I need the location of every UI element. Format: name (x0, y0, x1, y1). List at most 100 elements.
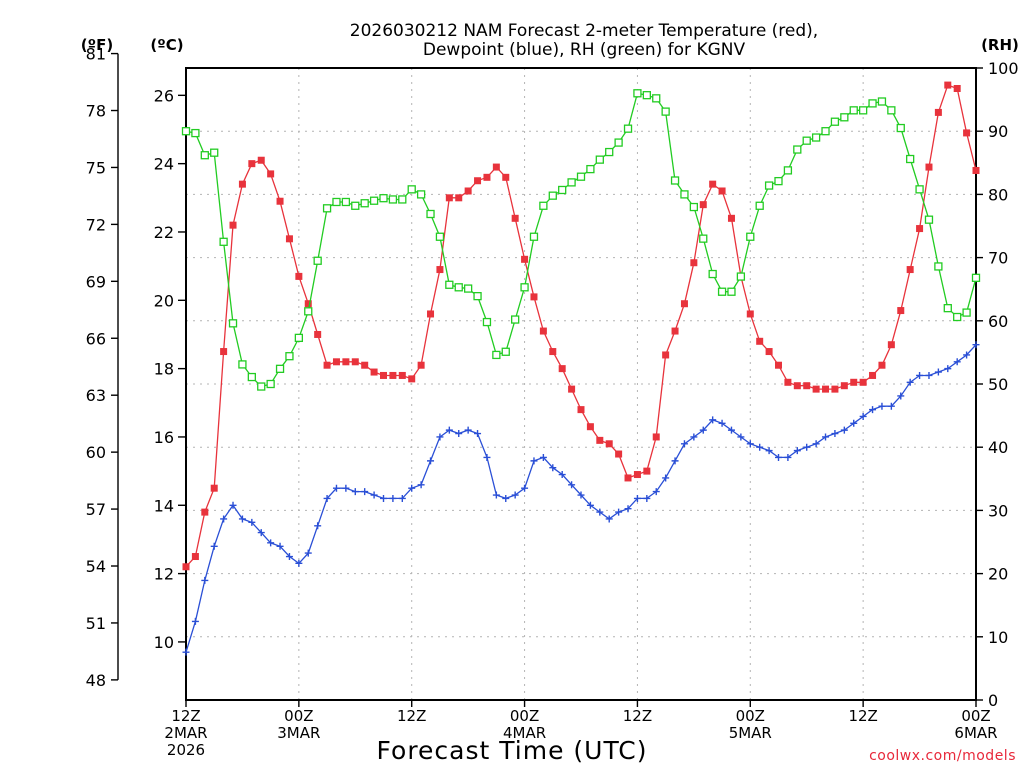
dewpoint-marker (276, 542, 284, 550)
dewpoint-marker (963, 351, 971, 359)
temperature-marker (624, 474, 632, 482)
dewpoint-marker (304, 549, 312, 557)
rh-marker (294, 333, 304, 343)
rh-marker (774, 176, 783, 186)
rh-marker (670, 176, 680, 185)
temperature-marker (934, 108, 942, 116)
rh-marker (887, 106, 896, 115)
rh-marker (567, 178, 576, 187)
x-tick-label: 00Z (736, 707, 765, 725)
rh-marker (351, 201, 360, 210)
dewpoint-marker (840, 426, 848, 434)
dewpoint-marker (511, 491, 519, 499)
series-temperature (182, 81, 980, 571)
dewpoint-marker (191, 617, 199, 625)
rh-marker (934, 262, 943, 271)
rh-tick-label: 0 (988, 691, 998, 710)
rh-marker (633, 89, 642, 98)
temperature-marker (615, 450, 623, 458)
dewpoint-marker (314, 522, 322, 530)
rh-marker (755, 201, 764, 210)
rh-marker (689, 202, 699, 212)
dewpoint-marker (342, 484, 350, 492)
temperature-marker (389, 371, 397, 379)
temperature-marker (210, 484, 218, 492)
unit-label-fahrenheit: (ºF) (81, 36, 113, 54)
rh-marker (228, 319, 238, 328)
temperature-marker (652, 433, 660, 441)
x-tick-label: 4MAR (503, 724, 546, 742)
dewpoint-marker (662, 474, 670, 482)
dewpoint-marker (323, 494, 331, 502)
rh-marker (181, 127, 191, 136)
dewpoint-marker (765, 447, 773, 455)
rh-marker (435, 232, 445, 241)
temperature-marker (530, 293, 538, 301)
temperature-marker (568, 385, 576, 393)
dewpoint-marker (549, 464, 557, 472)
rh-marker (840, 113, 849, 122)
temperature-marker (314, 330, 322, 338)
rh-marker (642, 91, 651, 100)
dewpoint-marker (652, 488, 660, 496)
dewpoint-marker (351, 488, 359, 496)
dewpoint-marker (737, 433, 745, 441)
rh-marker (492, 350, 501, 360)
celsius-tick-label: 22 (154, 223, 174, 242)
temperature-marker (859, 378, 867, 386)
dewpoint-marker (944, 365, 952, 373)
temperature-marker (427, 310, 435, 318)
rh-marker (623, 124, 633, 133)
credit-label: coolwx.com/models (869, 748, 1016, 764)
axes: 48 51 54 57 60 63 66 69 72 75 78 81 10 12 14 16 18 20 22 24… (86, 45, 1019, 710)
dewpoint-marker (822, 433, 830, 441)
temperature-marker (869, 371, 877, 379)
rh-marker (379, 194, 388, 203)
temperature-marker (793, 382, 801, 390)
fahrenheit-tick-label: 51 (86, 614, 106, 633)
rh-marker (727, 287, 736, 296)
rh-marker (868, 99, 877, 108)
unit-label-rh: (RH) (981, 36, 1019, 54)
rh-marker (360, 199, 369, 208)
rh-marker (341, 197, 351, 207)
rh-marker (426, 209, 435, 219)
temperature-marker (746, 310, 754, 318)
temperature-marker (361, 361, 369, 369)
dewpoint-marker (182, 648, 190, 656)
temperature-marker (925, 163, 933, 171)
dewpoint-marker (201, 576, 209, 584)
rh-marker (858, 106, 868, 115)
series-layer (181, 81, 981, 656)
dewpoint-marker (596, 508, 604, 516)
dewpoint-marker (633, 494, 641, 502)
rh-marker (849, 106, 858, 115)
dewpoint-marker (474, 430, 482, 438)
rh-tick-label: 100 (988, 59, 1019, 78)
rh-marker (717, 287, 727, 296)
dewpoint-marker (934, 368, 942, 376)
rh-marker (811, 133, 821, 142)
temperature-marker (464, 187, 472, 195)
dewpoint-marker (229, 501, 237, 509)
celsius-tick-label: 20 (154, 291, 174, 310)
dewpoint-marker (859, 412, 867, 420)
dewpoint-marker (746, 440, 754, 448)
unit-label-celsius: (ºC) (150, 36, 183, 54)
temperature-marker (267, 170, 275, 178)
rh-marker (586, 164, 595, 174)
dewpoint-marker (577, 491, 585, 499)
temperature-marker (963, 129, 971, 137)
dewpoint-marker (916, 371, 924, 379)
rh-marker (398, 195, 407, 204)
temperature-marker (831, 385, 839, 393)
rh-marker (783, 166, 793, 175)
x-tick-label: 00Z (510, 707, 539, 725)
rh-marker (699, 234, 708, 243)
celsius-tick-label: 26 (154, 86, 174, 105)
temperature-marker (417, 361, 425, 369)
temperature-marker (887, 341, 895, 349)
fahrenheit-tick-label: 48 (86, 671, 106, 690)
dewpoint-marker (502, 494, 510, 502)
